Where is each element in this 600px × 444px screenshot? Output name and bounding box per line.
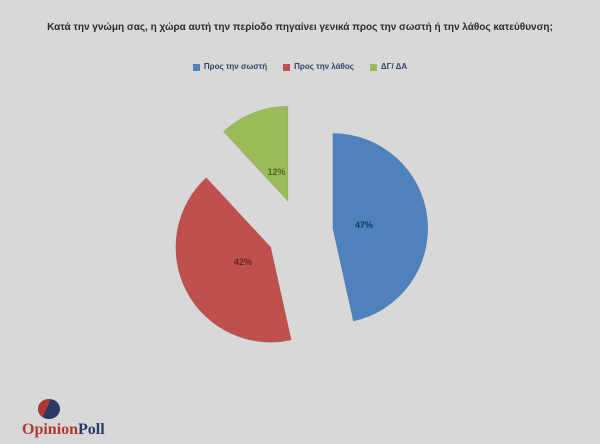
chart-legend: Προς την σωστή Προς την λάθος ΔΓ/ ΔΑ [0,63,600,71]
logo-text-poll: Poll [78,421,105,438]
pie-slice-label: 42% [234,257,252,267]
logo-wordmark: OpinionPoll [22,422,152,438]
legend-label: Προς την σωστή [203,62,268,71]
opinionpoll-logo-icon [37,398,60,419]
legend-swatch-wrong-direction [283,63,291,71]
opinionpoll-logo: OpinionPoll [22,397,152,438]
legend-label: ΔΓ/ ΔΑ [380,62,408,71]
pie-slice [222,105,289,203]
pie-slice [175,177,292,343]
legend-item-wrong-direction: Προς την λάθος [283,63,354,71]
chart-title: Κατά την γνώμη σας, η χώρα αυτή την περί… [47,22,553,33]
legend-item-dk-da: ΔΓ/ ΔΑ [369,62,408,71]
legend-swatch-right-direction [192,63,200,71]
logo-text-opinion: Opinion [22,421,79,438]
legend-item-right-direction: Προς την σωστή [192,62,268,71]
pie-slice-label: 12% [267,167,285,177]
pie-slice-label: 47% [355,220,373,230]
legend-swatch-dk-da [369,63,377,71]
pie-slice [332,133,429,322]
legend-label: Προς την λάθος [294,62,354,71]
